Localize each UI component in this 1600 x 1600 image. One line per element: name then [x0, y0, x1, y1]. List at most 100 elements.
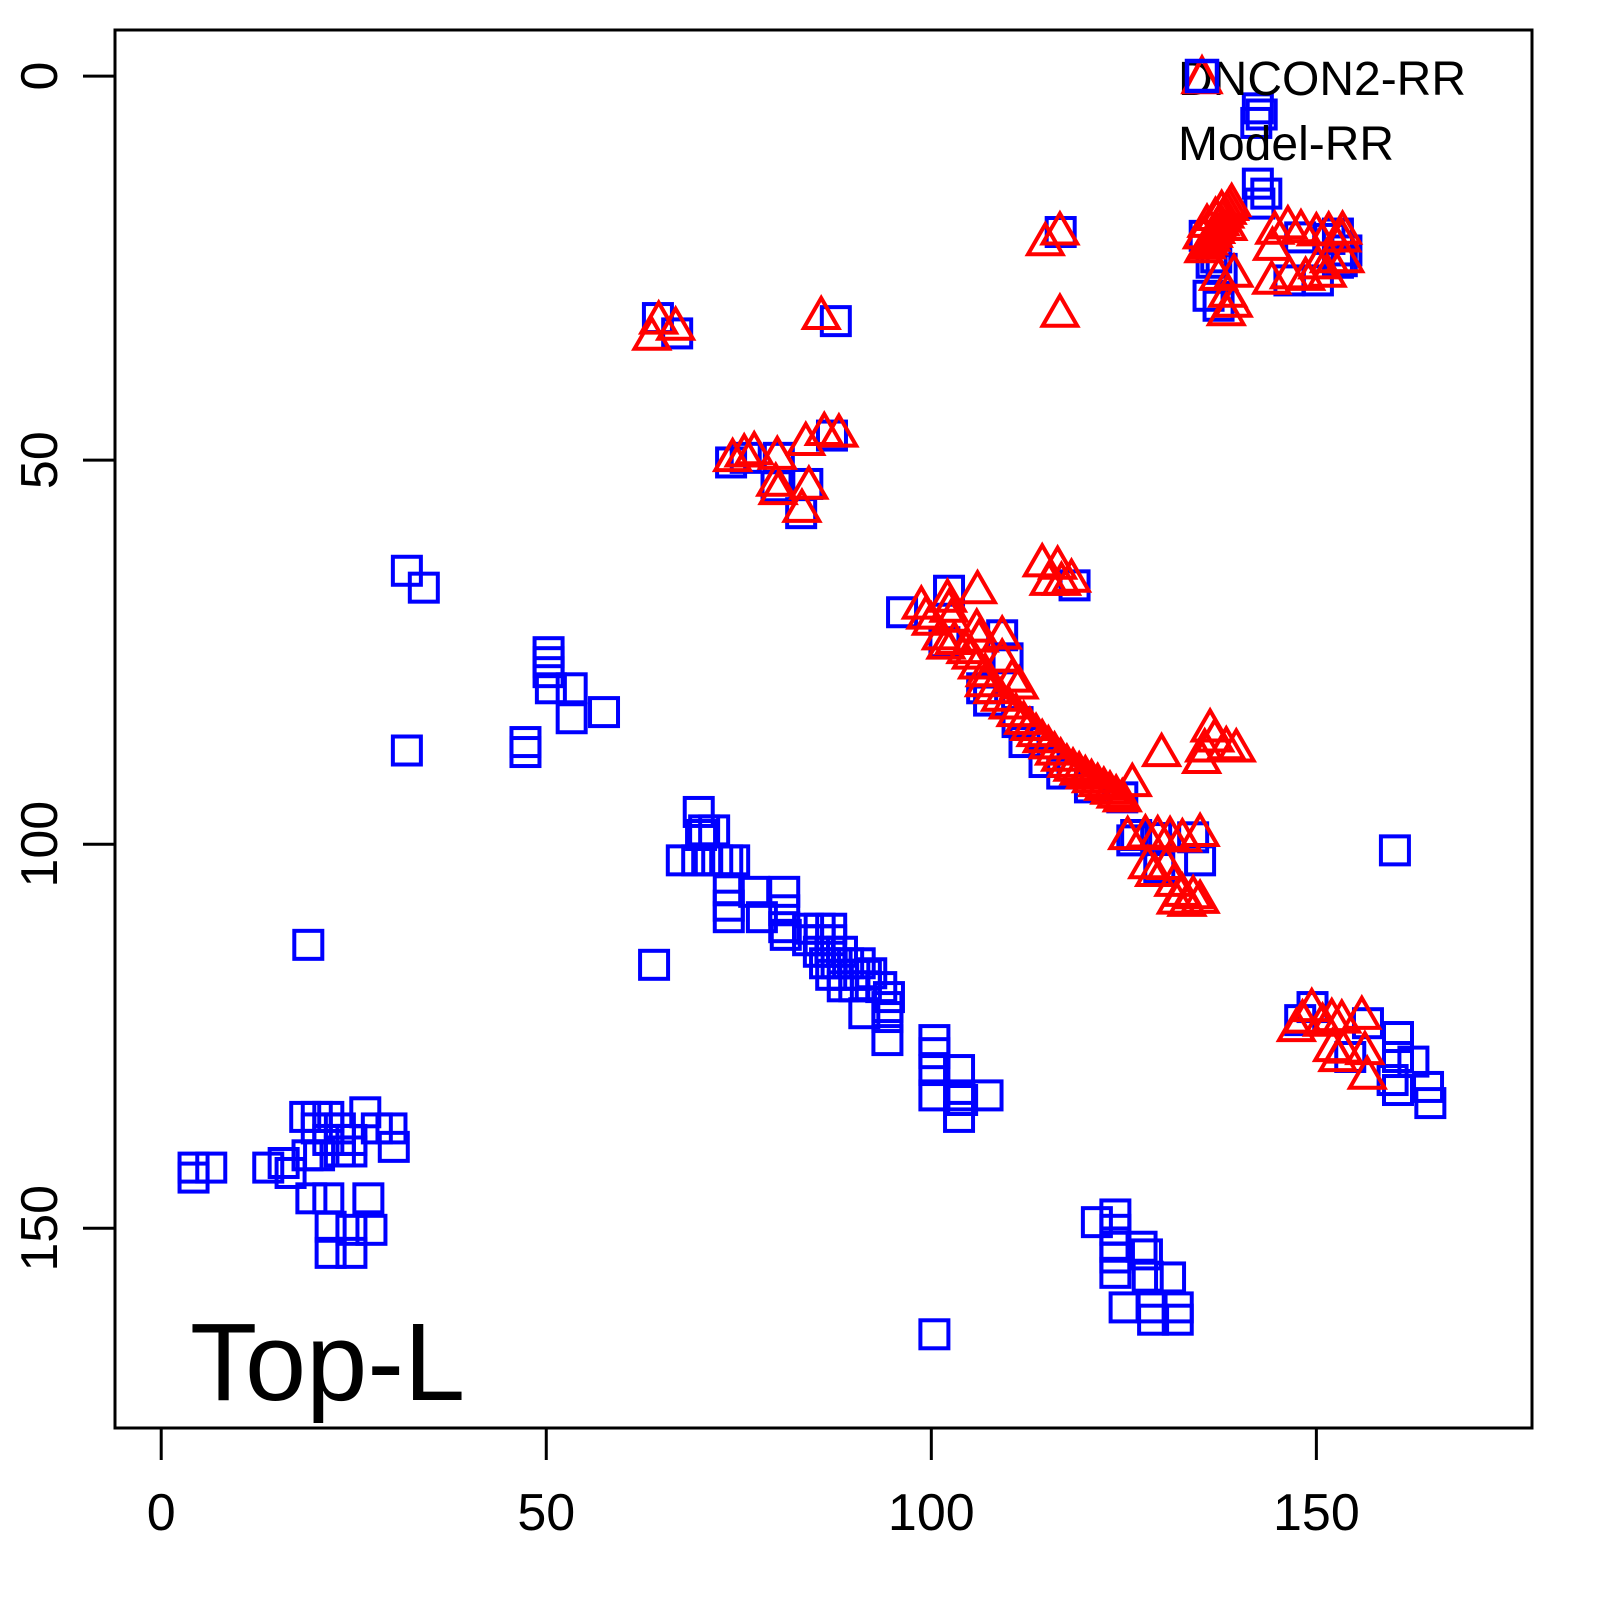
marker-triangle-dncon2-rr: [785, 420, 827, 457]
marker-triangle-dncon2-rr: [1040, 559, 1083, 596]
marker-triangle-dncon2-rr: [928, 586, 970, 623]
marker-square-model-rr: [355, 1213, 388, 1246]
marker-square-model-rr: [918, 1037, 951, 1070]
marker-square-model-rr: [292, 928, 325, 961]
marker-square-model-rr: [1131, 1260, 1164, 1293]
y-tick-label: 150: [11, 1185, 69, 1272]
marker-triangle-dncon2-rr: [1155, 878, 1197, 915]
marker-triangle-dncon2-rr: [1166, 880, 1208, 917]
marker-triangle-dncon2-rr: [1140, 731, 1183, 768]
marker-square-model-rr: [1099, 1256, 1132, 1289]
marker-triangle-dncon2-rr: [1095, 772, 1137, 809]
marker-square-model-rr: [1108, 1291, 1141, 1324]
marker-square-model-rr: [769, 918, 802, 951]
marker-square-model-rr: [390, 734, 423, 767]
plot-border: [113, 28, 1534, 1430]
marker-triangle-dncon2-rr: [733, 429, 775, 466]
marker-square-model-rr: [335, 1135, 368, 1168]
marker-triangle-dncon2-rr: [1254, 208, 1296, 245]
x-tick-label: 50: [517, 1484, 575, 1542]
marker-square-model-rr: [1241, 167, 1274, 200]
marker-triangle-dncon2-rr: [1039, 209, 1081, 246]
marker-triangle-dncon2-rr: [1306, 251, 1348, 288]
marker-triangle-dncon2-rr: [1215, 726, 1258, 763]
x-tick-label: 100: [888, 1484, 975, 1542]
marker-square-model-rr: [335, 1213, 368, 1246]
marker-triangle-dncon2-rr: [637, 298, 680, 335]
marker-square-model-rr: [871, 1001, 904, 1034]
marker-triangle-dncon2-rr: [1161, 816, 1204, 853]
marker-square-model-rr: [712, 901, 745, 934]
marker-square-model-rr: [195, 1151, 228, 1184]
x-tick-label: 0: [147, 1484, 176, 1542]
x-tick-label: 150: [1273, 1484, 1360, 1542]
marker-square-model-rr: [534, 672, 567, 705]
marker-triangle-dncon2-rr: [1024, 220, 1067, 257]
marker-triangle-dncon2-rr: [1149, 814, 1191, 851]
marker-square-model-rr: [819, 305, 852, 338]
marker-square-model-rr: [768, 875, 801, 908]
marker-triangle-dncon2-rr: [1281, 997, 1324, 1034]
marker-triangle-dncon2-rr: [1250, 258, 1293, 295]
marker-triangle-dncon2-rr: [781, 486, 823, 523]
y-tick-label: 0: [11, 62, 69, 91]
marker-triangle-dncon2-rr: [1341, 993, 1383, 1030]
marker-triangle-dncon2-rr: [1251, 224, 1294, 261]
marker-square-model-rr: [509, 736, 542, 769]
marker-square-model-rr: [314, 1236, 347, 1269]
marker-triangle-dncon2-rr: [1180, 738, 1223, 775]
marker-square-model-rr: [177, 1161, 210, 1194]
marker-triangle-dncon2-rr: [972, 668, 1014, 705]
marker-triangle-dncon2-rr: [754, 460, 797, 497]
marker-square-model-rr: [1245, 98, 1278, 131]
marker-triangle-dncon2-rr: [1039, 291, 1081, 328]
marker-triangle-dncon2-rr: [800, 294, 842, 331]
marker-square-model-rr: [718, 844, 751, 877]
marker-square-model-rr: [848, 997, 881, 1030]
marker-square-model-rr: [815, 419, 848, 452]
marker-square-model-rr: [509, 726, 542, 759]
marker-square-model-rr: [407, 571, 440, 604]
marker-square-model-rr: [1414, 1087, 1447, 1120]
marker-triangle-dncon2-rr: [987, 683, 1030, 720]
marker-triangle-dncon2-rr: [956, 568, 999, 605]
marker-square-model-rr: [274, 1156, 307, 1189]
marker-triangle-dncon2-rr: [1317, 1036, 1359, 1073]
marker-square-model-rr: [1250, 177, 1283, 210]
marker-square-model-rr: [1161, 1303, 1194, 1336]
marker-square-model-rr: [745, 901, 778, 934]
y-tick-label: 50: [11, 431, 69, 489]
marker-triangle-dncon2-rr: [981, 636, 1023, 673]
marker-triangle-dncon2-rr: [981, 613, 1023, 650]
marker-square-model-rr: [971, 1079, 1004, 1112]
marker-triangle-dncon2-rr: [1183, 726, 1226, 763]
marker-square-model-rr: [1382, 1074, 1415, 1107]
marker-square-model-rr: [312, 1182, 345, 1215]
marker-triangle-dncon2-rr: [757, 469, 799, 506]
marker-square-model-rr: [377, 1130, 410, 1163]
marker-square-model-rr: [532, 646, 565, 679]
marker-square-model-rr: [295, 1182, 328, 1215]
marker-square-model-rr: [588, 696, 621, 729]
marker-square-model-rr: [555, 702, 588, 735]
marker-triangle-dncon2-rr: [1111, 761, 1154, 798]
marker-square-model-rr: [1243, 187, 1276, 220]
marker-square-model-rr: [349, 1096, 382, 1129]
marker-square-model-rr: [177, 1151, 210, 1184]
marker-square-model-rr: [871, 1024, 904, 1057]
marker-square-model-rr: [685, 819, 718, 852]
marker-square-model-rr: [335, 1236, 368, 1269]
marker-square-model-rr: [946, 1084, 979, 1117]
marker-square-model-rr: [1240, 106, 1273, 139]
square-icon: [1184, 58, 1220, 94]
plot-title: Top-L: [190, 1301, 466, 1424]
legend-item-model: Model-RR: [1178, 58, 1466, 173]
marker-triangle-dncon2-rr: [963, 661, 1006, 698]
marker-triangle-dncon2-rr: [1050, 556, 1093, 593]
marker-triangle-dncon2-rr: [1346, 1053, 1388, 1090]
marker-triangle-dncon2-rr: [654, 304, 697, 341]
y-tick-label: 100: [11, 801, 69, 888]
marker-square-model-rr: [1412, 1070, 1445, 1103]
